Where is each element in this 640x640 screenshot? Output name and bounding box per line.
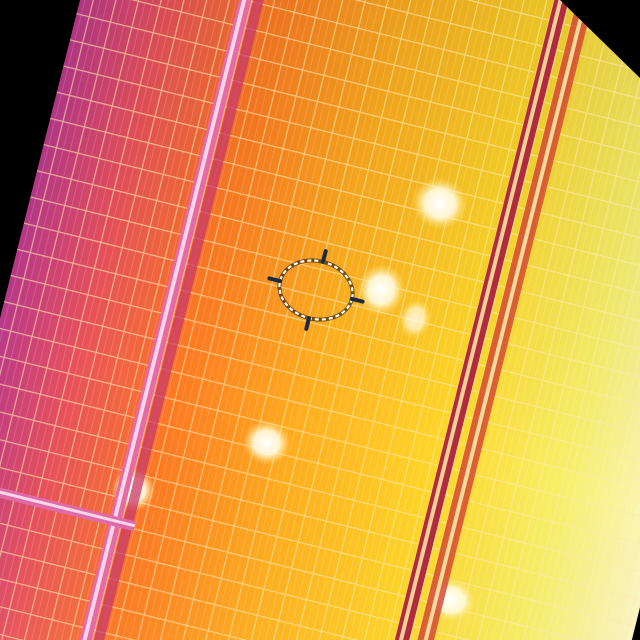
measurement-reticle-icon [267, 249, 365, 331]
hotspot [411, 177, 468, 230]
panel-frame-bottom [0, 453, 136, 532]
corner-mask [0, 0, 80, 318]
corner-mask [560, 0, 640, 78]
hotspot [356, 263, 406, 316]
hotspot [242, 420, 291, 465]
hotspot [398, 299, 432, 339]
panel-frames [0, 0, 614, 640]
